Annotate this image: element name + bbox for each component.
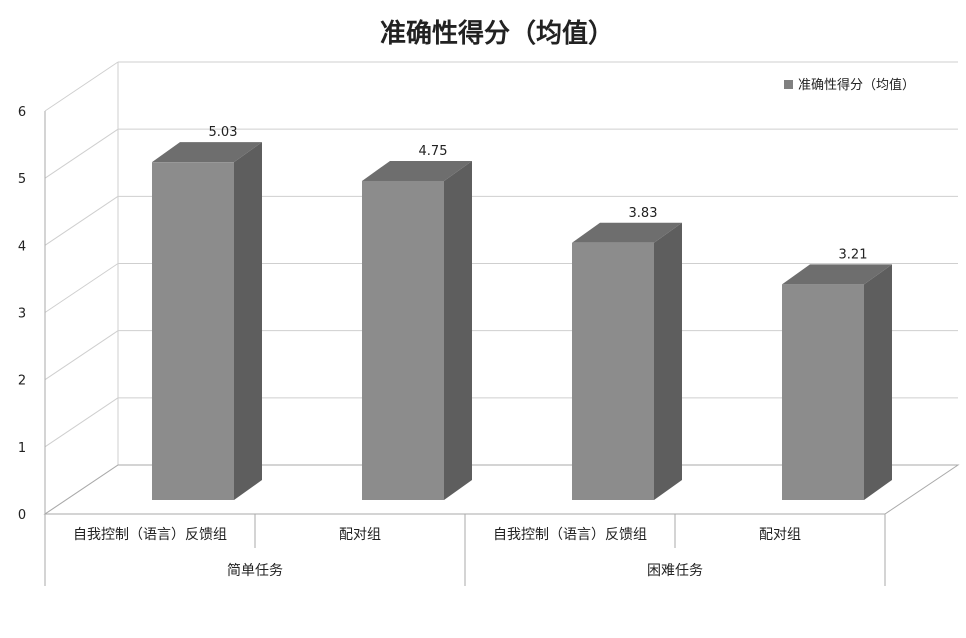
gridline-depth <box>44 195 119 246</box>
gridline-depth <box>44 397 119 448</box>
gridline-depth <box>44 128 119 179</box>
legend-marker <box>784 80 793 89</box>
bar-top <box>152 142 262 163</box>
bar-side <box>864 264 892 500</box>
gridline-depth <box>44 61 119 112</box>
y-tick-label: 4 <box>18 239 26 254</box>
bar <box>572 242 654 501</box>
category-label: 配对组 <box>759 527 801 543</box>
y-tick-label: 3 <box>18 307 26 322</box>
group-label: 困难任务 <box>647 563 703 579</box>
bar <box>782 284 864 500</box>
gridline-depth <box>44 263 119 313</box>
bar-top <box>782 264 892 285</box>
y-tick-label: 1 <box>18 441 26 456</box>
gridline-depth <box>44 330 119 381</box>
bar-side <box>234 142 262 500</box>
bar-data-label: 4.75 <box>419 144 448 159</box>
chart-data-labels: 5.03 4.75 3.83 3.21 <box>209 125 868 262</box>
bar <box>152 162 234 500</box>
category-label: 自我控制（语言）反馈组 <box>493 527 647 543</box>
y-tick-label: 2 <box>18 374 26 389</box>
chart-legend: 准确性得分（均值） <box>784 77 915 93</box>
y-tick-label: 5 <box>18 172 26 187</box>
chart-axes: 0 1 2 3 4 5 6 <box>18 105 960 523</box>
bar-side <box>444 160 472 501</box>
bar-side <box>654 222 682 501</box>
chart-bars <box>152 142 892 501</box>
group-label: 简单任务 <box>227 562 283 579</box>
bar-data-label: 3.83 <box>629 206 658 221</box>
legend-label: 准确性得分（均值） <box>798 77 915 93</box>
y-tick-label: 6 <box>18 105 26 120</box>
y-tick-label: 0 <box>18 508 26 523</box>
chart-floor <box>43 464 960 515</box>
bar <box>362 180 444 501</box>
category-label: 配对组 <box>339 527 381 543</box>
chart-title: 准确性得分（均值） <box>380 18 614 49</box>
bar-top <box>572 222 682 243</box>
bar-top <box>362 160 472 181</box>
bar-data-label: 5.03 <box>209 125 238 140</box>
category-label: 自我控制（语言）反馈组 <box>73 527 227 543</box>
bar-data-label: 3.21 <box>839 247 868 262</box>
